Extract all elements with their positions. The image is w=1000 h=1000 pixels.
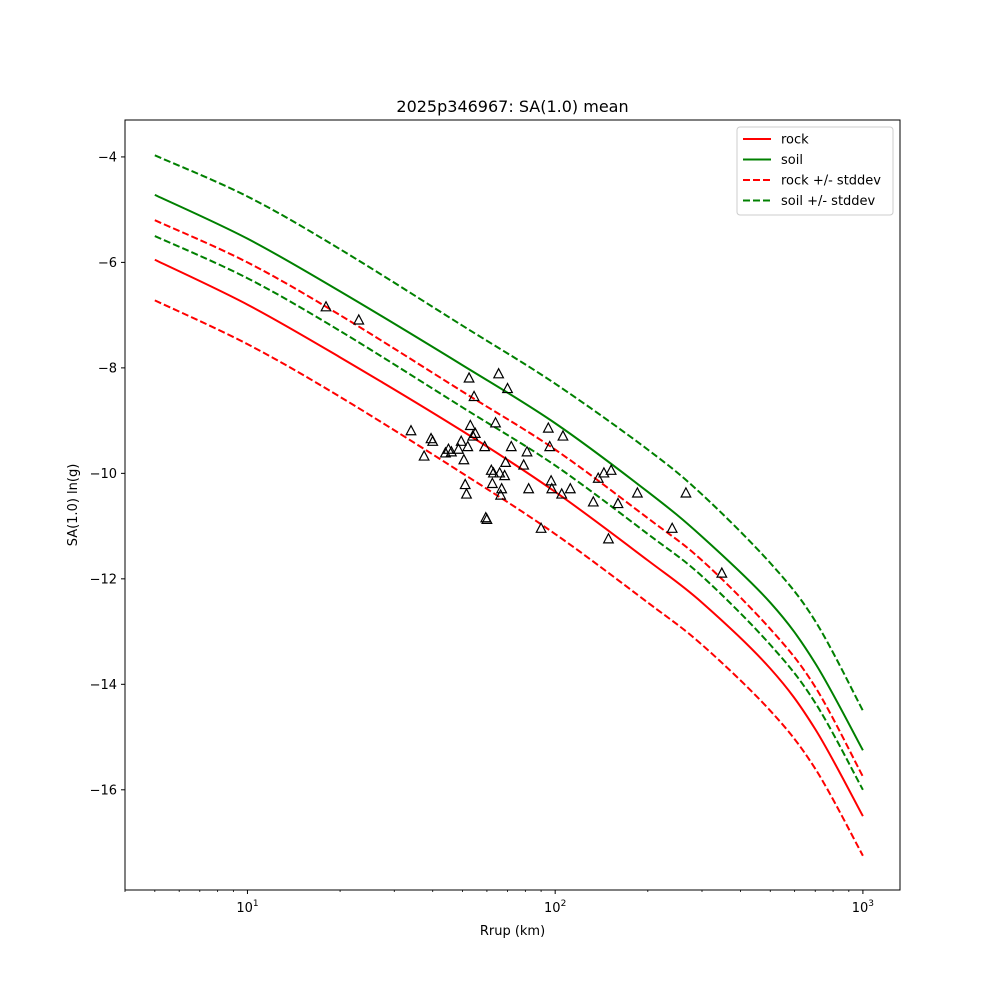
x-tick-label-1: 102 [544,899,566,916]
observation-marker-3 [418,449,430,461]
legend: rock soil rock +/- stddev soil +/- stddev [736,126,894,216]
observation-marker-32 [499,456,512,468]
observation-marker-40 [543,440,556,452]
observation-marker-19 [469,427,482,438]
observation-marker-50 [605,463,617,475]
series-line-2 [154,219,864,778]
legend-label-3: soil +/- stddev [781,194,876,209]
observation-marker-47 [592,471,605,483]
x-axis-label: Rrup (km) [480,924,545,939]
observation-marker-11 [458,453,470,465]
y-axis-label: SA(1.0) ln(g) [66,464,81,547]
observation-marker-48 [598,466,610,478]
legend-label-1: soil [781,153,803,168]
observation-marker-28 [493,466,506,478]
y-tick-label-0: −4 [98,150,117,165]
observation-marker-18 [468,390,480,402]
observation-marker-44 [557,429,569,441]
observation-marker-54 [680,486,692,498]
observation-marker-39 [542,421,555,433]
observation-marker-45 [564,482,577,494]
observation-marker-38 [535,521,547,533]
x-tick-label-2: 103 [852,899,874,916]
observation-marker-53 [666,521,678,533]
legend-label-0: rock [781,133,809,148]
x-tick-label-0: 101 [236,899,258,916]
observation-marker-36 [521,445,533,457]
observation-marker-42 [545,482,558,494]
observation-marker-14 [461,440,474,452]
observation-marker-31 [498,469,511,481]
observation-marker-8 [445,445,458,457]
observation-marker-12 [459,478,471,490]
observation-marker-9 [452,442,465,454]
y-tick-label-1: −6 [98,256,117,271]
series-line-5 [154,235,864,791]
legend-box [736,126,894,216]
observation-marker-23 [485,463,498,475]
legend-label-2: rock +/- stddev [781,174,881,189]
observation-marker-37 [522,482,535,494]
y-tick-label-3: −10 [90,467,117,482]
series-line-4 [154,154,864,712]
series-line-0 [154,258,864,817]
observation-marker-46 [587,495,600,507]
observation-marker-30 [495,482,508,494]
y-tick-label-5: −14 [90,678,117,693]
observation-marker-16 [464,419,477,431]
observation-marker-1 [352,313,365,325]
observation-marker-29 [494,488,507,500]
observation-marker-24 [486,477,499,489]
observation-marker-22 [481,512,493,524]
observation-marker-55 [716,566,728,578]
series-line-1 [154,193,864,751]
y-tick-label-2: −8 [98,361,117,376]
observation-marker-2 [405,424,417,436]
observation-marker-52 [631,486,644,498]
observation-marker-17 [467,429,479,441]
observation-marker-20 [478,440,491,452]
observation-marker-34 [505,440,518,452]
observation-marker-5 [426,434,439,446]
y-tick-label-4: −12 [90,572,117,587]
observation-marker-49 [602,532,615,544]
observation-marker-13 [460,487,473,499]
y-tick-label-6: −16 [90,783,117,798]
observation-marker-27 [492,367,505,379]
observation-marker-26 [489,416,502,428]
observation-marker-10 [455,434,467,446]
observation-marker-33 [501,382,514,394]
observation-marker-0 [320,300,332,312]
series-line-3 [154,299,864,857]
plot-frame [124,119,901,891]
observation-marker-25 [487,466,500,478]
chart-title: 2025p346967: SA(1.0) mean [396,97,628,116]
observation-marker-35 [517,458,530,470]
observation-marker-15 [463,371,475,383]
observation-marker-51 [612,497,624,509]
observation-marker-43 [555,487,568,499]
